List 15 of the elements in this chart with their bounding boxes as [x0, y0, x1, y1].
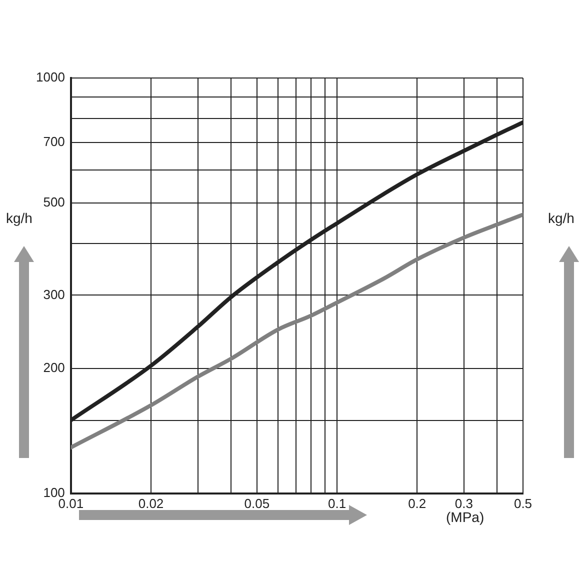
y-tick-label: 1000 — [36, 70, 65, 85]
y-axis-title: kg/h — [6, 210, 32, 226]
x-tick-label: 0.05 — [244, 496, 270, 511]
y-tick-label: 200 — [43, 360, 65, 375]
y-tick-label: 100 — [43, 484, 65, 500]
x-tick-label: 0.02 — [138, 496, 164, 511]
x-tick-label: 0.3 — [454, 496, 474, 511]
y2-axis-title: kg/h — [548, 210, 574, 226]
x-tick-label: 0.1 — [328, 496, 346, 511]
y-tick-label: 500 — [43, 194, 65, 210]
y-tick-label: 700 — [43, 134, 65, 149]
x-tick-label: 0.5 — [514, 496, 532, 511]
y-tick-label: 300 — [43, 286, 65, 302]
x-axis-title: (MPa) — [446, 509, 484, 525]
x-tick-label: 0.2 — [408, 496, 426, 511]
